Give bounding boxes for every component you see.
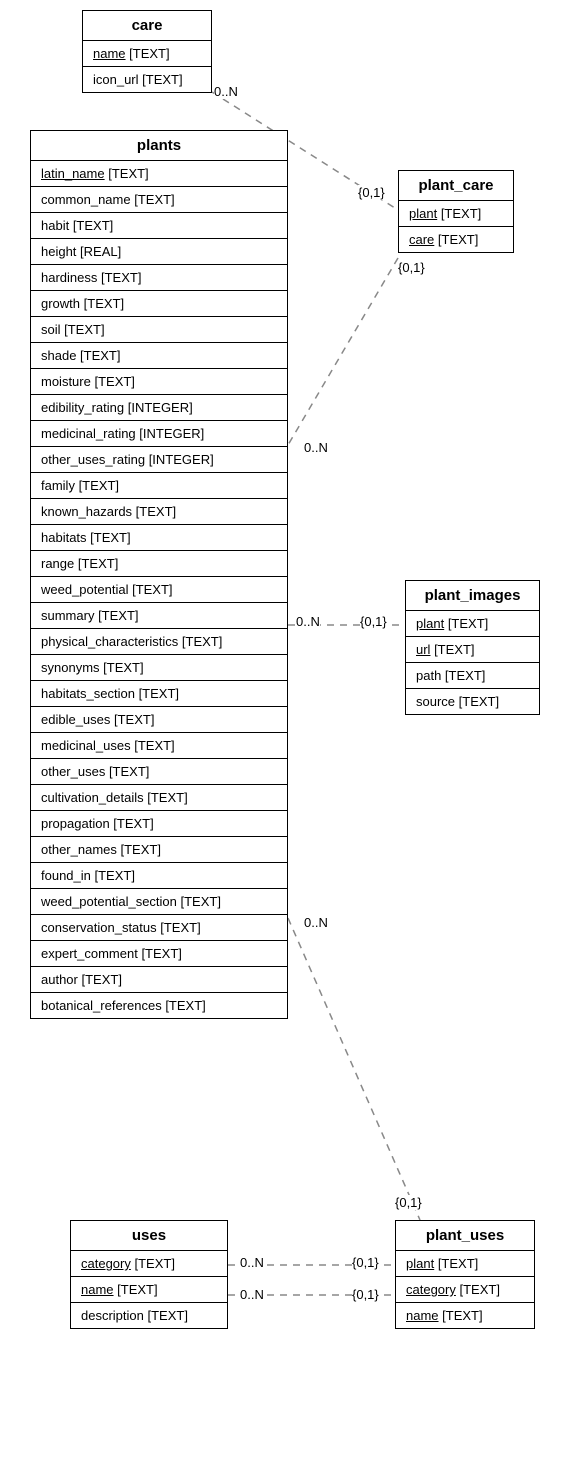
cardinality-label: 0..N — [240, 1255, 264, 1270]
entity-title: plant_uses — [396, 1221, 534, 1251]
entity-care: carename [TEXT]icon_url [TEXT] — [82, 10, 212, 93]
entity-title: plant_care — [399, 171, 513, 201]
edge-line — [288, 258, 398, 445]
entity-column: expert_comment [TEXT] — [31, 941, 287, 967]
entity-column: common_name [TEXT] — [31, 187, 287, 213]
cardinality-label: {0,1} — [352, 1287, 379, 1302]
entity-column: soil [TEXT] — [31, 317, 287, 343]
entity-column: other_names [TEXT] — [31, 837, 287, 863]
entity-column: medicinal_uses [TEXT] — [31, 733, 287, 759]
entity-column: other_uses [TEXT] — [31, 759, 287, 785]
entity-column: height [REAL] — [31, 239, 287, 265]
entity-column: plant [TEXT] — [396, 1251, 534, 1277]
entity-column: author [TEXT] — [31, 967, 287, 993]
entity-column: icon_url [TEXT] — [83, 67, 211, 92]
entity-column: medicinal_rating [INTEGER] — [31, 421, 287, 447]
entity-plant_care: plant_careplant [TEXT]care [TEXT] — [398, 170, 514, 253]
entity-uses: usescategory [TEXT]name [TEXT]descriptio… — [70, 1220, 228, 1329]
cardinality-label: {0,1} — [395, 1195, 422, 1210]
entity-column: description [TEXT] — [71, 1303, 227, 1328]
entity-plants: plantslatin_name [TEXT]common_name [TEXT… — [30, 130, 288, 1019]
entity-column: weed_potential [TEXT] — [31, 577, 287, 603]
cardinality-label: 0..N — [304, 440, 328, 455]
entity-column: shade [TEXT] — [31, 343, 287, 369]
entity-column: range [TEXT] — [31, 551, 287, 577]
entity-column: hardiness [TEXT] — [31, 265, 287, 291]
cardinality-label: {0,1} — [352, 1255, 379, 1270]
entity-title: care — [83, 11, 211, 41]
entity-column: botanical_references [TEXT] — [31, 993, 287, 1018]
entity-column: path [TEXT] — [406, 663, 539, 689]
entity-column: habitats_section [TEXT] — [31, 681, 287, 707]
entity-plant_uses: plant_usesplant [TEXT]category [TEXT]nam… — [395, 1220, 535, 1329]
entity-column: found_in [TEXT] — [31, 863, 287, 889]
entity-column: other_uses_rating [INTEGER] — [31, 447, 287, 473]
entity-column: synonyms [TEXT] — [31, 655, 287, 681]
entity-column: category [TEXT] — [71, 1251, 227, 1277]
entity-column: plant [TEXT] — [399, 201, 513, 227]
cardinality-label: {0,1} — [358, 185, 385, 200]
entity-column: name [TEXT] — [396, 1303, 534, 1328]
entity-column: physical_characteristics [TEXT] — [31, 629, 287, 655]
entity-column: summary [TEXT] — [31, 603, 287, 629]
entity-column: weed_potential_section [TEXT] — [31, 889, 287, 915]
cardinality-label: 0..N — [240, 1287, 264, 1302]
entity-column: conservation_status [TEXT] — [31, 915, 287, 941]
entity-column: family [TEXT] — [31, 473, 287, 499]
entity-column: category [TEXT] — [396, 1277, 534, 1303]
entity-title: plant_images — [406, 581, 539, 611]
entity-title: plants — [31, 131, 287, 161]
entity-column: plant [TEXT] — [406, 611, 539, 637]
entity-column: source [TEXT] — [406, 689, 539, 714]
cardinality-label: 0..N — [214, 84, 238, 99]
entity-column: moisture [TEXT] — [31, 369, 287, 395]
entity-column: name [TEXT] — [83, 41, 211, 67]
entity-column: growth [TEXT] — [31, 291, 287, 317]
entity-column: propagation [TEXT] — [31, 811, 287, 837]
cardinality-label: {0,1} — [398, 260, 425, 275]
cardinality-label: 0..N — [296, 614, 320, 629]
cardinality-label: {0,1} — [360, 614, 387, 629]
entity-plant_images: plant_imagesplant [TEXT]url [TEXT]path [… — [405, 580, 540, 715]
entity-column: edibility_rating [INTEGER] — [31, 395, 287, 421]
entity-title: uses — [71, 1221, 227, 1251]
cardinality-label: 0..N — [304, 915, 328, 930]
entity-column: name [TEXT] — [71, 1277, 227, 1303]
edge-line — [288, 918, 420, 1220]
entity-column: cultivation_details [TEXT] — [31, 785, 287, 811]
entity-column: care [TEXT] — [399, 227, 513, 252]
entity-column: known_hazards [TEXT] — [31, 499, 287, 525]
entity-column: edible_uses [TEXT] — [31, 707, 287, 733]
entity-column: habit [TEXT] — [31, 213, 287, 239]
entity-column: latin_name [TEXT] — [31, 161, 287, 187]
entity-column: url [TEXT] — [406, 637, 539, 663]
entity-column: habitats [TEXT] — [31, 525, 287, 551]
